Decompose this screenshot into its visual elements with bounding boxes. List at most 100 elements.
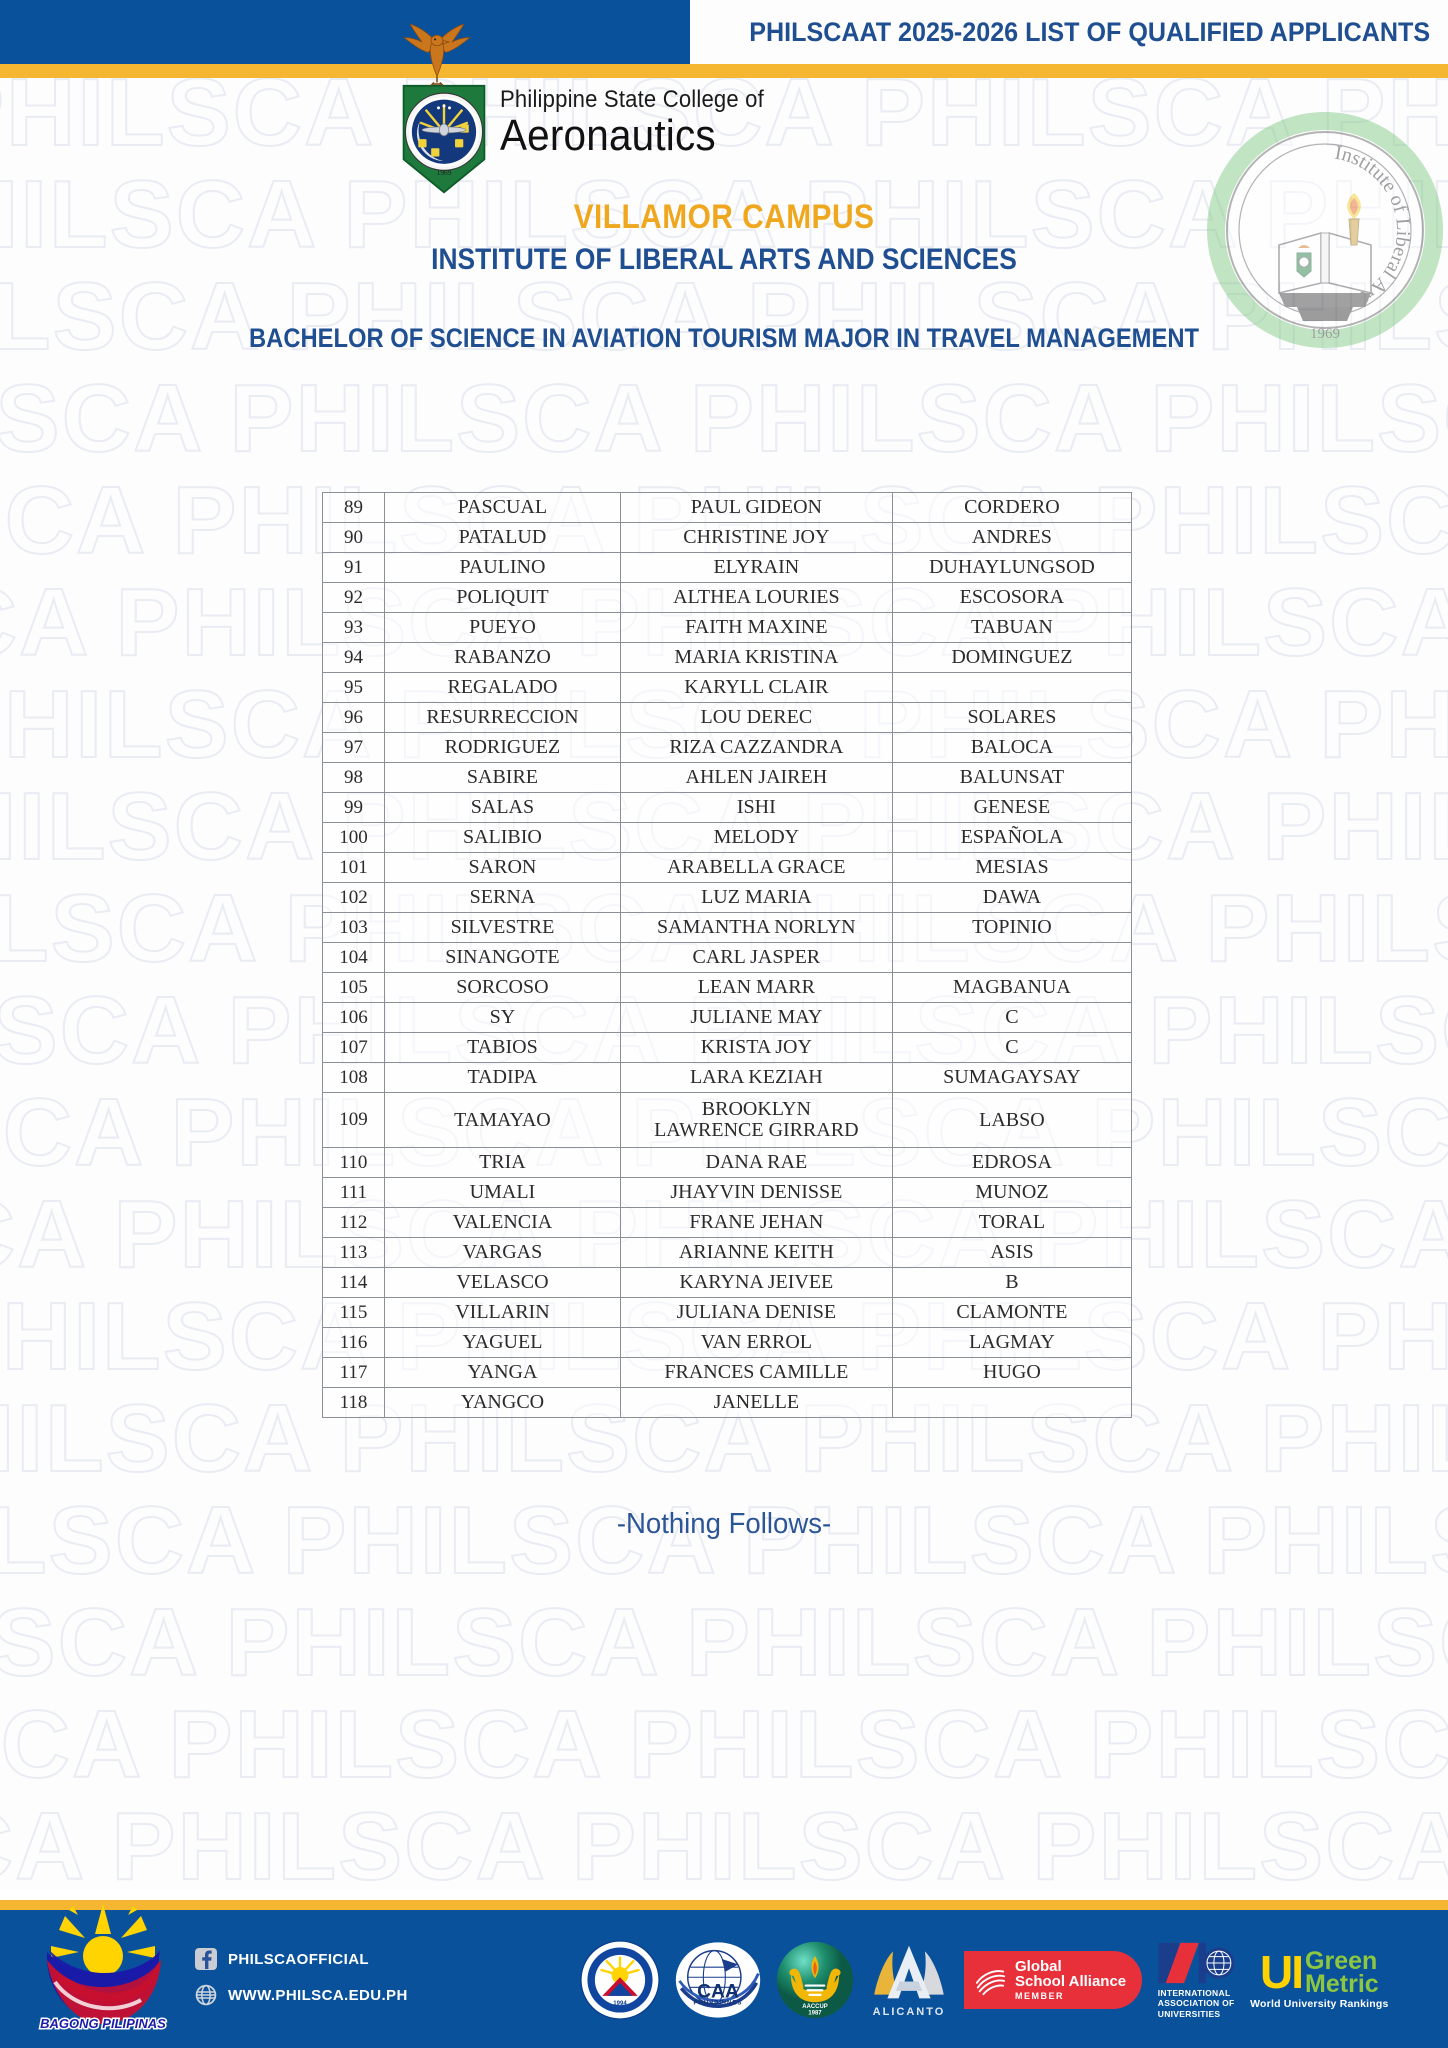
table-row: 104 SINANGOTE CARL JASPER xyxy=(322,942,1133,973)
table-row: 98 SABIRE AHLEN JAIREH BALUNSAT xyxy=(322,762,1133,793)
cell-middlename: LABSO xyxy=(891,1092,1133,1148)
psca-logo-line1: Philippine State College of xyxy=(500,86,764,113)
cell-middlename: CLAMONTE xyxy=(891,1297,1133,1328)
gsa-globe-icon xyxy=(974,1964,1006,1996)
cell-number: 103 xyxy=(322,912,385,943)
cell-lastname: SALIBIO xyxy=(384,822,621,853)
table-row: 103 SILVESTRE SAMANTHA NORLYN TOPINIO xyxy=(322,912,1133,943)
cell-number: 108 xyxy=(322,1062,385,1093)
cell-firstname: ARABELLA GRACE xyxy=(619,852,893,883)
cell-middlename xyxy=(891,672,1133,703)
footer-gold-bar xyxy=(0,1900,1448,1910)
cell-lastname: SARON xyxy=(384,852,621,883)
caa-logo-icon: CAA PHILIPPINES xyxy=(674,1940,762,2020)
cell-number: 116 xyxy=(322,1327,385,1358)
uigm-green-label: Green xyxy=(1305,1947,1378,1975)
gsa-text: Global School Alliance MEMBER xyxy=(1015,1957,1127,2002)
cell-lastname: SALAS xyxy=(384,792,621,823)
footer-partner-logos: 1994 CAA PHILIPPINES xyxy=(580,1930,1389,2030)
cell-firstname: CHRISTINE JOY xyxy=(619,522,893,553)
cell-number: 113 xyxy=(322,1237,385,1268)
banner-title: PHILSCAAT 2025-2026 LIST OF QUALIFIED AP… xyxy=(749,17,1430,47)
gsa-member-label: MEMBER xyxy=(1015,1991,1064,2002)
cell-lastname: POLIQUIT xyxy=(384,582,621,613)
campus-heading: VILLAMOR CAMPUS xyxy=(573,198,875,236)
cell-middlename: DUHAYLUNGSOD xyxy=(891,552,1133,583)
cell-middlename xyxy=(891,1387,1133,1418)
cell-number: 90 xyxy=(322,522,385,553)
cell-firstname: LUZ MARIA xyxy=(619,882,893,913)
banner-blue-fill xyxy=(0,0,700,64)
cell-firstname: DANA RAE xyxy=(619,1147,893,1178)
cell-firstname: JHAYVIN DENISSE xyxy=(619,1177,893,1208)
iau-line1: INTERNATIONAL xyxy=(1157,1987,1231,1998)
cell-lastname: RESURRECCION xyxy=(384,702,621,733)
cell-lastname: YANGA xyxy=(384,1357,621,1388)
cell-middlename: CORDERO xyxy=(891,492,1133,523)
cell-number: 110 xyxy=(322,1147,385,1178)
uigm-metric-label: Metric xyxy=(1305,1970,1379,1998)
cell-lastname: PAULINO xyxy=(384,552,621,583)
cell-lastname: SORCOSO xyxy=(384,972,621,1003)
cell-firstname: SAMANTHA NORLYN xyxy=(619,912,893,943)
cell-lastname: SINANGOTE xyxy=(384,942,621,973)
facebook-label: PHILSCAOFFICIAL xyxy=(228,1950,369,1968)
cell-firstname: LARA KEZIAH xyxy=(619,1062,893,1093)
table-row: 100 SALIBIO MELODY ESPAÑOLA xyxy=(322,822,1133,853)
table-row: 105 SORCOSO LEAN MARR MAGBANUA xyxy=(322,972,1133,1003)
bagong-pilipinas-logo-icon: BAGONG PILIPINAS xyxy=(28,1888,178,2038)
table-row: 116 YAGUEL VAN ERROL LAGMAY xyxy=(322,1327,1133,1358)
watermark-text: PHILSCA PHILSCA PHILSCA PHILSCA PHILSCA … xyxy=(0,1792,1448,1890)
table-row: 91 PAULINO ELYRAIN DUHAYLUNGSOD xyxy=(322,552,1133,583)
table-row: 99 SALAS ISHI GENESE xyxy=(322,792,1133,823)
cell-lastname: REGALADO xyxy=(384,672,621,703)
gsa-line1: Global xyxy=(1015,1957,1062,1975)
website-label: WWW.PHILSCA.EDU.PH xyxy=(228,1986,408,2004)
facebook-row[interactable]: PHILSCAOFFICIAL xyxy=(195,1948,408,1970)
cell-firstname: FAITH MAXINE xyxy=(619,612,893,643)
caa-label: CAA xyxy=(697,1981,739,2002)
cell-number: 91 xyxy=(322,552,385,583)
uigm-green-metric-label: Green Metric xyxy=(1305,1947,1379,1998)
iau-line2: ASSOCIATION OF xyxy=(1157,1998,1235,2009)
cell-middlename: TORAL xyxy=(891,1207,1133,1238)
table-row: 95 REGALADO KARYLL CLAIR xyxy=(322,672,1133,703)
cell-number: 89 xyxy=(322,492,385,523)
table-row: 96 RESURRECCION LOU DEREC SOLARES xyxy=(322,702,1133,733)
table-row: 106 SY JULIANE MAY C xyxy=(322,1002,1133,1033)
psca-seal-icon: 1969 xyxy=(398,84,490,196)
cell-number: 98 xyxy=(322,762,385,793)
ched-year: 1994 xyxy=(613,2001,627,2007)
aaccup-logo-icon: AACCUP 1987 xyxy=(776,1941,854,2019)
table-row: 101 SARON ARABELLA GRACE MESIAS xyxy=(322,852,1133,883)
cell-number: 106 xyxy=(322,1002,385,1033)
cell-middlename: C xyxy=(891,1032,1133,1063)
cell-lastname: YAGUEL xyxy=(384,1327,621,1358)
cell-lastname: SILVESTRE xyxy=(384,912,621,943)
cell-number: 94 xyxy=(322,642,385,673)
website-row[interactable]: WWW.PHILSCA.EDU.PH xyxy=(195,1984,408,2006)
cell-firstname: KRISTA JOY xyxy=(619,1032,893,1063)
cell-lastname: VALENCIA xyxy=(384,1207,621,1238)
cell-middlename: B xyxy=(891,1267,1133,1298)
cell-middlename: MAGBANUA xyxy=(891,972,1133,1003)
cell-firstname: LOU DEREC xyxy=(619,702,893,733)
bagong-pilipinas-label: BAGONG PILIPINAS xyxy=(40,2016,166,2031)
cell-firstname: JANELLE xyxy=(619,1387,893,1418)
cell-lastname: TAMAYAO xyxy=(384,1092,621,1148)
cell-lastname: SABIRE xyxy=(384,762,621,793)
cell-firstname: ISHI xyxy=(619,792,893,823)
table-row: 108 TADIPA LARA KEZIAH SUMAGAYSAY xyxy=(322,1062,1133,1093)
cell-middlename: ESCOSORA xyxy=(891,582,1133,613)
table-row: 107 TABIOS KRISTA JOY C xyxy=(322,1032,1133,1063)
cell-firstname: LEAN MARR xyxy=(619,972,893,1003)
cell-middlename: TABUAN xyxy=(891,612,1133,643)
cell-firstname: ARIANNE KEITH xyxy=(619,1237,893,1268)
gsa-line2: School Alliance xyxy=(1015,1973,1127,1991)
cell-lastname: YANGCO xyxy=(384,1387,621,1418)
uigm-main-row: UI Green Metric xyxy=(1260,1947,1379,1998)
psca-logo-line2: Aeronautics xyxy=(500,111,716,160)
cell-lastname: RABANZO xyxy=(384,642,621,673)
cell-lastname: VELASCO xyxy=(384,1267,621,1298)
cell-firstname: BROOKLYN LAWRENCE GIRRARD xyxy=(619,1092,893,1148)
